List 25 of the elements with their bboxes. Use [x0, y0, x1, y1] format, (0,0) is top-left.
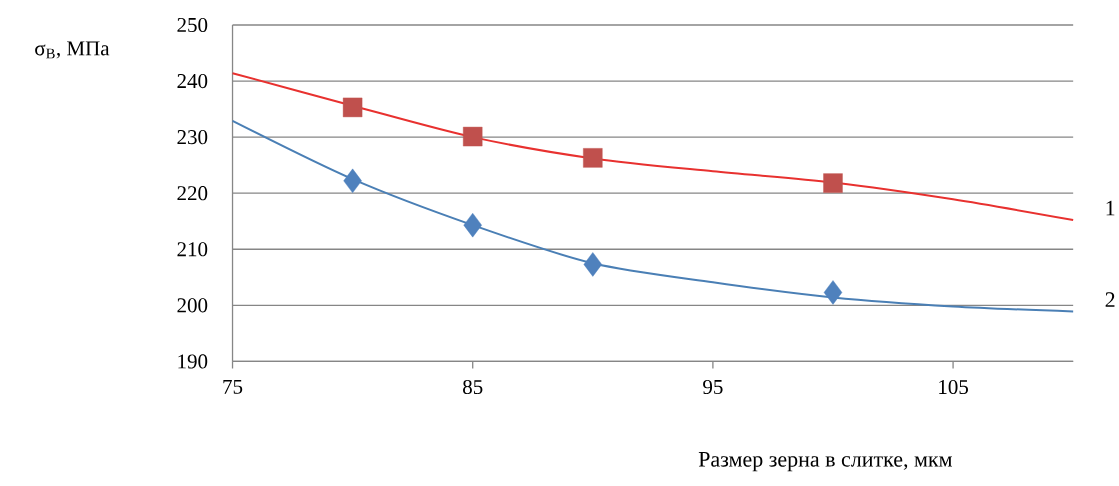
point	[583, 252, 602, 277]
point	[342, 97, 363, 118]
y-tick-label: 200	[177, 298, 208, 313]
y-axis-title: σ$_{В}$, МПа	[35, 41, 110, 59]
point	[463, 127, 483, 147]
series-label: 1	[1106, 201, 1115, 216]
point	[823, 173, 843, 193]
y-tick-label: 220	[177, 186, 208, 201]
x-axis-title: Размер зерна в слитке, мкм	[698, 452, 953, 472]
x-tick-label: 95	[703, 380, 723, 395]
line-series	[231, 72, 1075, 222]
y-tick-label: 230	[177, 130, 208, 145]
x-tick-label: 85	[463, 380, 483, 395]
y-tick-label: 240	[177, 74, 208, 89]
y-tick-label: 250	[177, 18, 208, 33]
line-series	[231, 120, 1075, 313]
y-tick-label: 210	[177, 242, 208, 257]
point	[343, 168, 362, 194]
point	[583, 148, 603, 168]
x-tick-label: 105	[939, 380, 968, 395]
y-tick-label: 190	[178, 354, 208, 369]
point	[463, 213, 482, 238]
point	[823, 280, 843, 305]
series-label: 2	[1105, 292, 1115, 307]
x-tick-label: 75	[223, 380, 243, 395]
